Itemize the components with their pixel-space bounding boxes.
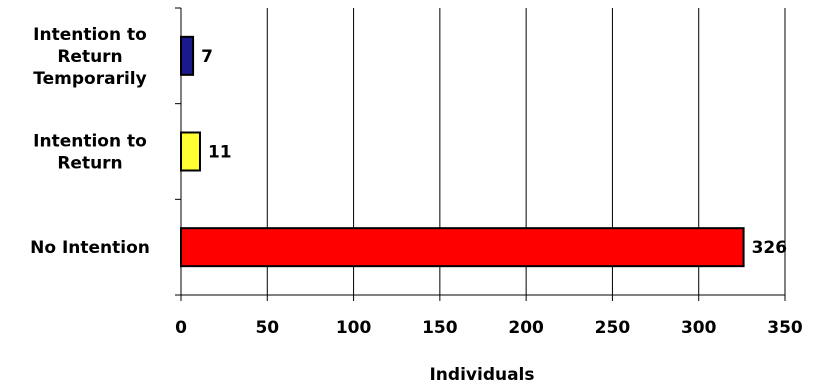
category-label: No Intention <box>30 238 150 258</box>
x-tick-label: 150 <box>422 318 458 338</box>
x-tick-label: 300 <box>681 318 717 338</box>
gridlines <box>266 8 786 295</box>
category-label: Intention to Return <box>33 132 147 174</box>
value-labels: 7 11 326 <box>201 47 787 258</box>
axes <box>175 7 786 301</box>
x-tick-labels: 0 50 100 150 200 250 300 350 <box>175 318 803 338</box>
bar <box>180 35 195 76</box>
x-tick-label: 100 <box>336 318 372 338</box>
x-tick-label: 0 <box>175 318 187 338</box>
value-label: 326 <box>752 238 788 258</box>
value-label: 11 <box>208 143 232 163</box>
x-tick-label: 50 <box>255 318 279 338</box>
bar <box>180 227 745 268</box>
bars <box>180 35 745 268</box>
x-tick-label: 350 <box>767 318 803 338</box>
x-axis-title: Individuals <box>429 365 534 382</box>
category-labels: Intention to Return Temporarily Intention t… <box>30 25 150 258</box>
x-tick-label: 250 <box>595 318 631 338</box>
bar <box>180 131 201 172</box>
category-label: Intention to Return Temporarily <box>33 25 147 89</box>
value-label: 7 <box>201 47 213 67</box>
x-tick-label: 200 <box>508 318 544 338</box>
